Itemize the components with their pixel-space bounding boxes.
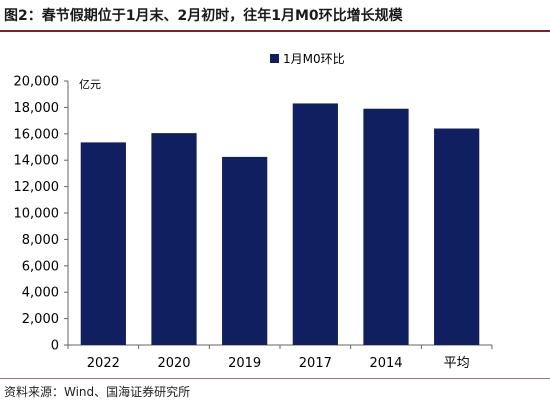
x-tick-label: 2020 (157, 356, 190, 371)
bar (434, 128, 480, 345)
legend-swatch (270, 54, 279, 63)
legend-label: 1月M0环比 (283, 52, 345, 66)
y-tick-label: 16,000 (14, 127, 60, 142)
y-axis-unit-label: 亿元 (79, 78, 101, 91)
bar (363, 108, 409, 345)
x-tick-label: 2014 (369, 356, 402, 371)
bar (222, 156, 268, 345)
y-tick-label: 0 (51, 339, 59, 354)
y-tick-label: 12,000 (14, 180, 60, 195)
y-tick-label: 14,000 (14, 154, 60, 169)
figure-title: 图2：春节假期位于1月末、2月初时，往年1月M0环比增长规模 (4, 8, 403, 24)
x-tick-label: 2019 (228, 356, 261, 371)
x-tick-label: 平均 (444, 356, 470, 371)
y-tick-label: 6,000 (22, 259, 59, 274)
y-tick-label: 8,000 (22, 233, 59, 248)
y-tick-label: 10,000 (14, 207, 60, 222)
y-tick-label: 18,000 (14, 101, 60, 116)
bar (292, 103, 338, 345)
bar-chart: 0 2,000 4,000 6,000 8,000 10,000 12,000 14,000 1… (14, 52, 493, 371)
y-tick-label: 2,000 (22, 312, 59, 327)
title-divider (0, 30, 550, 32)
x-tick-label: 2022 (87, 356, 120, 371)
y-tick-label: 4,000 (22, 286, 59, 301)
source-note: 资料来源：Wind、国海证券研究所 (4, 385, 191, 399)
footer-divider (0, 378, 550, 379)
bar (151, 133, 197, 345)
bar (80, 142, 126, 345)
x-tick-label: 2017 (299, 356, 332, 371)
y-tick-label: 20,000 (14, 75, 60, 90)
